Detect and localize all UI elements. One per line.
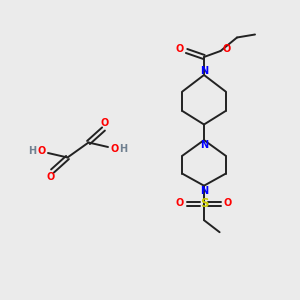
Text: H: H [119,143,128,154]
Text: N: N [200,186,208,196]
Text: O: O [37,146,46,157]
Text: N: N [200,140,208,150]
Text: N: N [200,65,208,76]
Text: O: O [223,44,231,54]
Text: H: H [28,146,37,157]
Text: O: O [110,143,119,154]
Text: O: O [224,198,232,208]
Text: O: O [176,44,184,55]
Text: S: S [200,197,208,210]
Text: O: O [176,198,184,208]
Text: O: O [101,118,109,128]
Text: O: O [47,172,55,182]
